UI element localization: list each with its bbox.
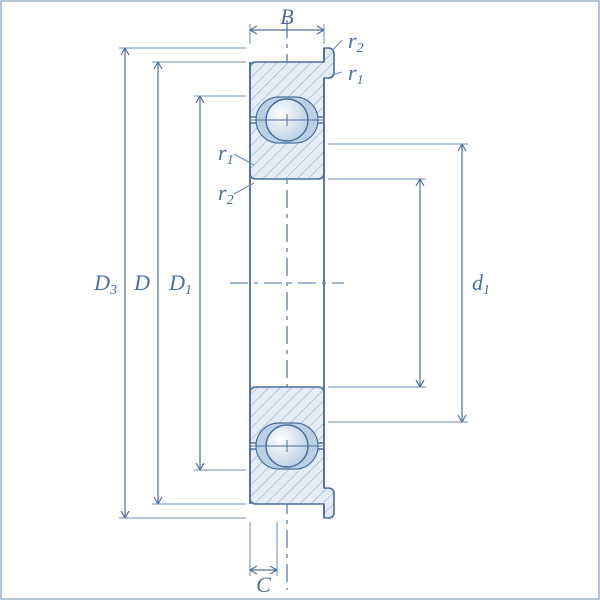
section-lower xyxy=(250,387,334,518)
svg-text:B: B xyxy=(280,4,293,29)
bearing-section-diagram: BCD3DD1dd1dd1r2r1r1r2 xyxy=(0,0,600,600)
svg-text:C: C xyxy=(256,572,271,597)
svg-text:D: D xyxy=(133,270,150,295)
section-upper xyxy=(250,48,334,179)
